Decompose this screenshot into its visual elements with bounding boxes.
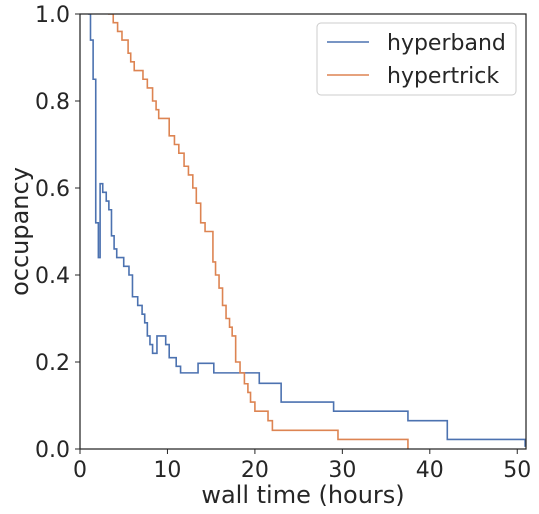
x-tick-label: 30 [328,458,356,483]
x-tick-label: 0 [73,458,87,483]
legend-label-hyperband: hyperband [387,31,506,56]
y-axis-ticks: 0.0 0.2 0.4 0.6 0.8 1.0 [35,3,80,463]
plot-lines [87,14,526,449]
series-line-hyperband [87,14,526,447]
y-tick-label: 0.2 [35,351,70,376]
legend-label-hypertrick: hypertrick [387,64,499,89]
legend-box [316,22,517,96]
y-tick-label: 0.6 [35,177,70,202]
y-tick-label: 0.8 [35,90,70,115]
x-tick-label: 10 [153,458,181,483]
y-tick-label: 0.0 [35,438,70,463]
y-tick-label: 0.4 [35,264,70,289]
y-axis-label: occupancy [6,167,34,296]
legend: hyperband hypertrick [316,22,517,96]
x-tick-label: 50 [503,458,531,483]
x-axis-ticks: 0 10 20 30 40 50 [73,449,531,483]
y-tick-label: 1.0 [35,3,70,28]
series-line-hypertrick [107,14,409,449]
x-tick-label: 40 [416,458,444,483]
x-tick-label: 20 [241,458,269,483]
x-axis-label: wall time (hours) [201,481,404,509]
plot-frame [79,13,527,450]
